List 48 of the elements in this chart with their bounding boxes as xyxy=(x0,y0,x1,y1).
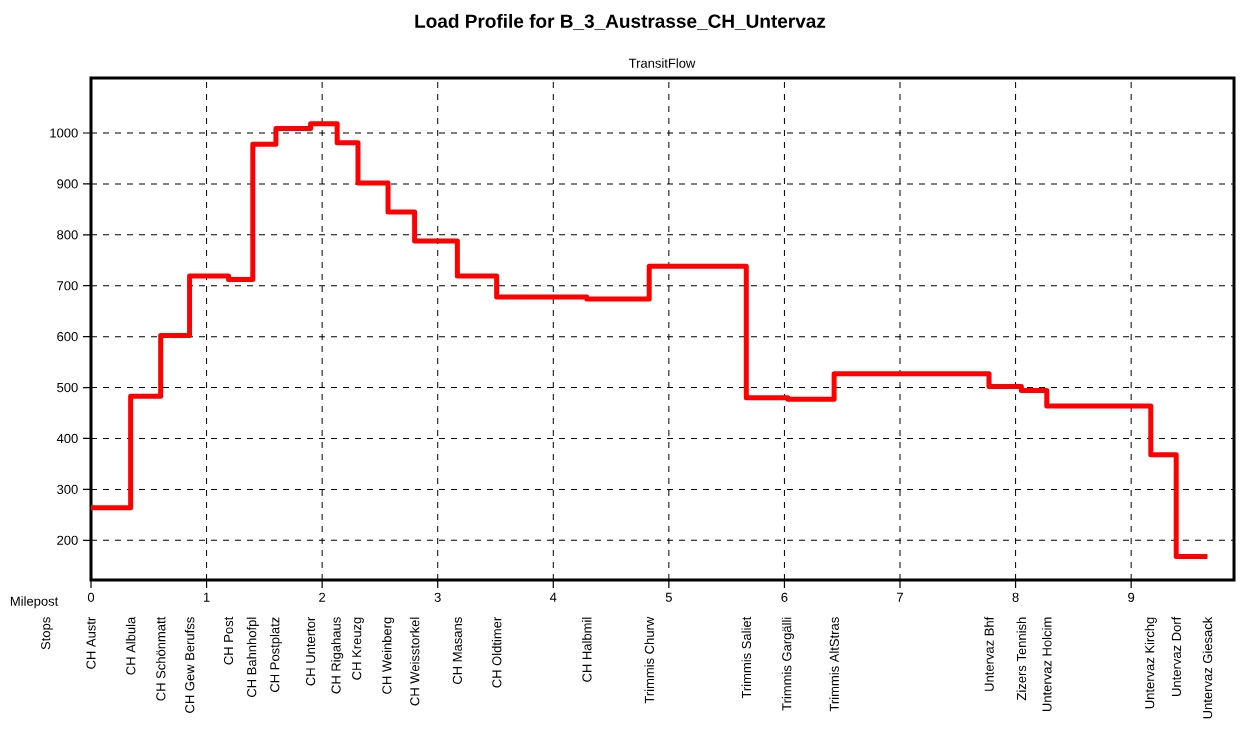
text: Trimmis AltStras xyxy=(829,617,839,712)
chart-subtitle: TransitFlow xyxy=(628,58,696,68)
text: Untervaz Kirchg xyxy=(1144,617,1157,709)
text: CH Albula xyxy=(125,616,136,675)
text: Stops xyxy=(41,617,53,650)
x-tick-label: 8 xyxy=(1012,592,1019,602)
x-tick-label: 2 xyxy=(319,592,326,602)
x-tick-label: 4 xyxy=(549,592,557,602)
x-tick-label: 6 xyxy=(781,592,788,602)
y-tick-label: 400 xyxy=(56,433,78,444)
text: Zizers Tennish xyxy=(1016,617,1027,701)
text: CH Bahnhofpl xyxy=(246,617,259,698)
text: Untervaz Giesack xyxy=(1202,616,1213,719)
text: CH Halbmil xyxy=(582,617,592,682)
text: Trimmis Gargälli xyxy=(781,617,794,711)
x-tick-label: 3 xyxy=(434,592,441,602)
text: Untervaz Dorf xyxy=(1171,616,1181,696)
text: CH Untertor xyxy=(306,616,316,686)
text: CH Kreuzg xyxy=(352,617,364,680)
text: CH Austr xyxy=(86,616,96,669)
text: CH Schönmatt xyxy=(155,616,166,701)
text: Trimmis Saliet xyxy=(741,616,752,699)
y-tick-label: 1000 xyxy=(50,128,78,138)
text: CH Weinberg xyxy=(381,617,395,694)
text: Untervaz Bhf xyxy=(984,616,994,691)
text: CH Postplatz xyxy=(269,617,282,692)
text: CH Gew Berufss xyxy=(184,617,195,713)
x-tick-label: 9 xyxy=(1128,592,1135,602)
x-tick-label: 0 xyxy=(87,592,95,602)
text: CH Weisstorkel xyxy=(409,617,420,706)
y-tick-label: 800 xyxy=(57,230,78,240)
x-tick-label: 1 xyxy=(203,592,210,602)
text: Trimmis Churw xyxy=(644,616,654,704)
text: CH Post xyxy=(223,616,234,665)
y-tick-label: 500 xyxy=(57,382,78,393)
y-tick-label: 700 xyxy=(57,281,78,291)
text: CH Oldtimer xyxy=(491,616,502,688)
chart-title: Load Profile for B_3_Austrasse_CH_Untervaz xyxy=(415,13,826,31)
text: CH Rigahaus xyxy=(331,617,344,694)
y-tick-label: 600 xyxy=(57,332,78,342)
text: Untervaz Holcim xyxy=(1042,617,1052,712)
y-tick-label: 900 xyxy=(57,179,78,189)
x-tick-label: 5 xyxy=(665,592,672,602)
y-tick-label: 300 xyxy=(57,484,78,494)
text: CH Masans xyxy=(452,617,462,684)
x-axis-title: Milepost xyxy=(10,596,59,609)
x-tick-label: 7 xyxy=(897,592,903,602)
y-tick-label: 200 xyxy=(57,535,78,545)
